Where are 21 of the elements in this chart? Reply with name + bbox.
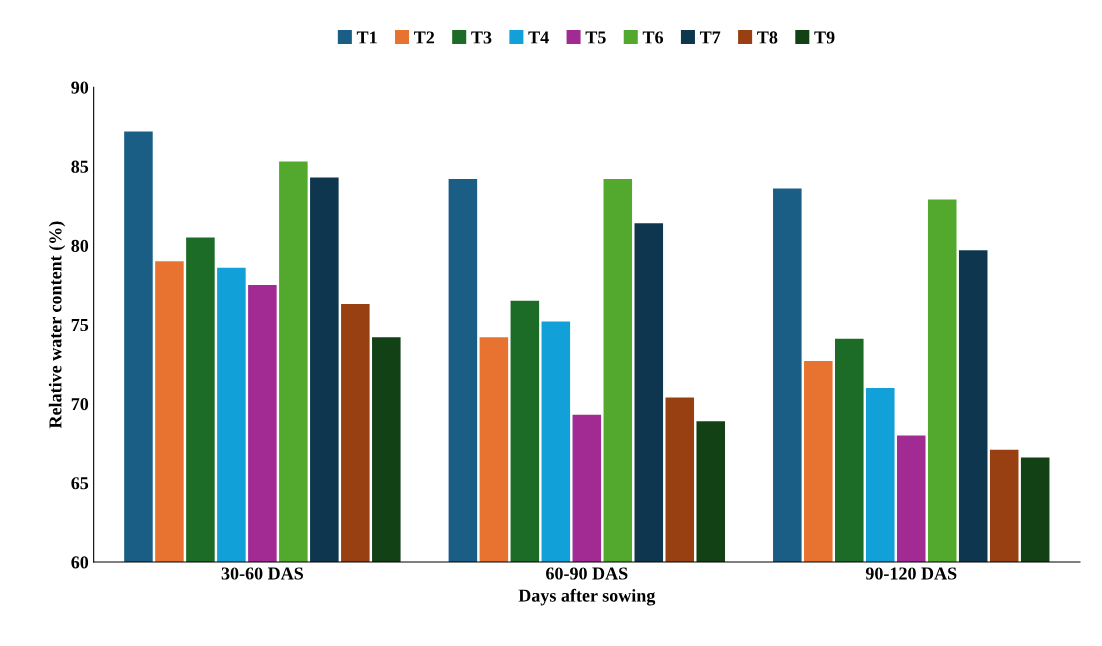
legend-label: T2: [414, 31, 435, 44]
legend-label: T3: [471, 31, 492, 44]
y-tick-label: 70: [71, 398, 89, 411]
legend-label: T4: [528, 31, 549, 44]
y-tick-label: 60: [71, 556, 89, 569]
legend-label: T6: [642, 31, 664, 44]
y-tick-label: 80: [71, 239, 89, 252]
x-tick-label: 60-90 DAS: [546, 567, 628, 580]
x-axis-title: Days after sowing: [518, 588, 656, 606]
x-tick-label: 30-60 DAS: [221, 567, 303, 580]
legend-label: T1: [356, 31, 377, 44]
legend-label: T5: [585, 31, 606, 44]
y-tick-label: 65: [71, 477, 89, 490]
y-tick-label: 90: [71, 81, 89, 94]
x-tick-label: 90-120 DAS: [865, 567, 957, 580]
y-tick-label: 85: [71, 160, 89, 173]
legend-label: T7: [699, 31, 721, 44]
legend-label: T9: [814, 31, 835, 44]
y-tick-label: 75: [71, 319, 89, 332]
y-axis-title: Relative water content (%): [48, 221, 66, 429]
legend-label: T8: [757, 31, 778, 44]
